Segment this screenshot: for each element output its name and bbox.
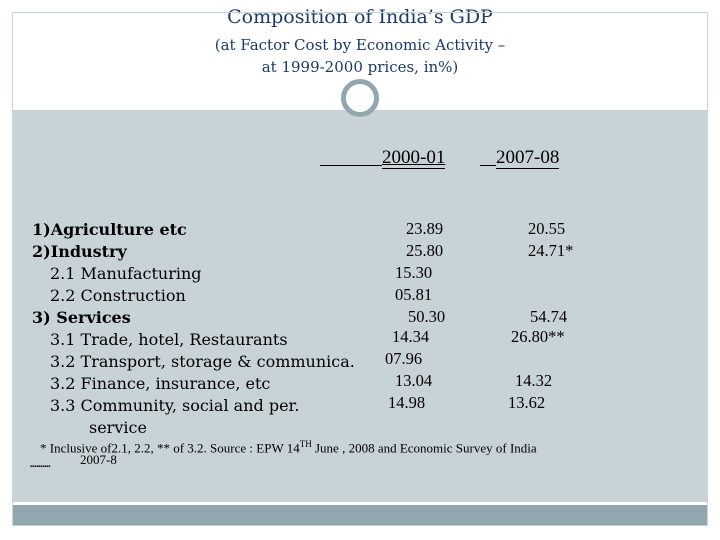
row-label-services: 3) Services bbox=[32, 308, 131, 327]
value-trade-2000-01: 14.34 bbox=[392, 327, 430, 346]
value-community-2007-08: 13.62 bbox=[508, 393, 546, 412]
row-label-industry: 2)Industry bbox=[32, 242, 127, 261]
footnote: * Inclusive of2.1, 2.2, ** of 3.2. Sourc… bbox=[40, 439, 537, 456]
value-agriculture-2007-08: 20.55 bbox=[528, 219, 566, 238]
slide-frame bbox=[12, 12, 708, 526]
subtitle-line-2: at 1999-2000 prices, in%) bbox=[261, 58, 459, 76]
value-construction-2000-01: 05.81 bbox=[395, 285, 433, 304]
value-industry-2007-08: 24.71* bbox=[528, 241, 574, 260]
value-transport-2000-01: 07.96 bbox=[385, 349, 423, 368]
row-label-finance: 3.2 Finance, insurance, etc bbox=[50, 374, 271, 393]
value-services-2007-08: 54.74 bbox=[530, 307, 568, 326]
slide-footer-bar bbox=[12, 503, 708, 525]
row-label-agriculture: 1)Agriculture etc bbox=[32, 220, 187, 239]
column-header-2007-08: 2007-08 bbox=[480, 147, 560, 169]
value-services-2000-01: 50.30 bbox=[408, 307, 446, 326]
value-agriculture-2000-01: 23.89 bbox=[406, 219, 444, 238]
subtitle-line-1: (at Factor Cost by Economic Activity – bbox=[214, 36, 506, 54]
value-finance-2007-08: 14.32 bbox=[515, 371, 553, 390]
row-label-community: 3.3 Community, social and per. bbox=[50, 396, 300, 415]
value-industry-2000-01: 25.80 bbox=[406, 241, 444, 260]
tiny-mark-decoration: ▪▪▪▪▪▪▪▪▪▪ bbox=[30, 464, 51, 468]
value-community-2000-01: 14.98 bbox=[388, 393, 426, 412]
row-labels: 1)Agriculture etc 2)Industry 2.1 Manufac… bbox=[32, 219, 355, 439]
row-label-transport: 3.2 Transport, storage & communica. bbox=[50, 352, 355, 371]
row-label-service: service bbox=[89, 418, 147, 437]
row-label-manufacturing: 2.1 Manufacturing bbox=[50, 264, 202, 283]
row-label-construction: 2.2 Construction bbox=[50, 286, 186, 305]
slide-subtitle: (at Factor Cost by Economic Activity – a… bbox=[12, 34, 708, 78]
column-header-2000-01: 2000-01 bbox=[320, 147, 446, 169]
value-trade-2007-08: 26.80** bbox=[511, 327, 565, 346]
ring-ornament-icon bbox=[341, 79, 379, 117]
slide-title: Composition of India’s GDP bbox=[227, 6, 493, 28]
value-manufacturing-2000-01: 15.30 bbox=[395, 263, 433, 282]
value-finance-2000-01: 13.04 bbox=[395, 371, 433, 390]
footnote-line-2: 2007-8 bbox=[80, 452, 117, 467]
row-label-trade: 3.1 Trade, hotel, Restaurants bbox=[50, 330, 288, 349]
slide-content-area bbox=[12, 110, 708, 502]
